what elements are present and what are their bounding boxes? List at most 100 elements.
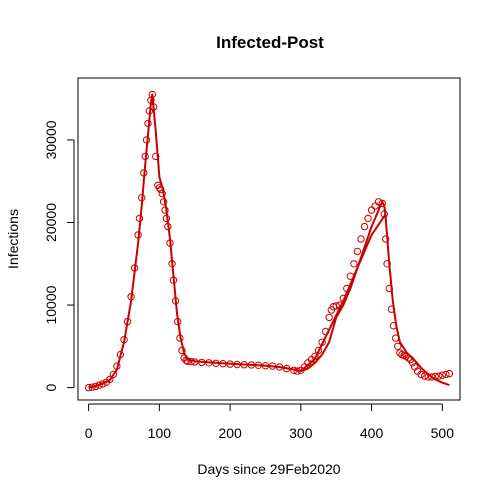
data-point [389, 322, 398, 330]
x-tick-label: 300 [289, 425, 313, 441]
data-point [332, 302, 340, 310]
data-point [169, 276, 178, 284]
data-point [148, 90, 157, 99]
data-point [88, 383, 96, 391]
data-point [442, 370, 450, 379]
data-point [380, 210, 388, 218]
data-point [142, 136, 151, 144]
data-point [99, 380, 107, 388]
data-point [385, 284, 393, 293]
data-point [140, 169, 148, 177]
x-tick-label: 100 [148, 425, 172, 441]
data-point [113, 362, 121, 370]
data-point [161, 206, 169, 214]
data-point [109, 370, 118, 379]
data-point [155, 184, 164, 192]
data-point [144, 119, 152, 128]
data-point [438, 371, 446, 379]
data-point [134, 231, 142, 239]
data-point [174, 317, 182, 326]
data-point [364, 214, 372, 223]
data-point [325, 313, 333, 322]
data-point [116, 350, 125, 359]
data-point [123, 317, 132, 326]
data-point [350, 260, 358, 268]
data-point [168, 260, 176, 268]
y-axis-label: Infections [5, 209, 21, 269]
data-point [158, 189, 166, 198]
data-point [145, 107, 154, 115]
data-point [191, 358, 199, 366]
data-point [357, 235, 365, 243]
data-point [336, 301, 344, 309]
data-point [84, 383, 93, 392]
data-point [205, 359, 213, 367]
data-point [404, 354, 413, 362]
data-point [428, 373, 436, 381]
data-point [275, 363, 284, 371]
data-point [178, 346, 186, 355]
data-point [212, 359, 220, 367]
chart-title: Infected-Post [216, 33, 324, 52]
data-point [92, 382, 100, 391]
x-tick-label: 0 [85, 425, 93, 441]
data-point [240, 361, 248, 369]
data-point [106, 375, 114, 384]
data-point [339, 294, 347, 303]
data-point [182, 356, 190, 365]
data-point [268, 362, 277, 370]
data-point [233, 360, 241, 369]
data-point [387, 305, 396, 313]
data-point [261, 362, 270, 370]
data-point [394, 342, 402, 350]
y-axis: 0 10000 20000 30000 [43, 120, 75, 392]
data-point [152, 152, 160, 161]
x-tick-label: 400 [360, 425, 384, 441]
data-point [374, 198, 383, 206]
y-tick-label: 10000 [43, 285, 59, 324]
data-point [360, 222, 369, 231]
data-point [183, 357, 192, 365]
data-point [130, 264, 139, 272]
data-point [138, 194, 146, 202]
data-point [378, 199, 386, 208]
data-point [445, 369, 454, 378]
y-tick-label: 20000 [43, 203, 59, 242]
data-point [396, 349, 404, 357]
data-point [247, 361, 256, 369]
data-point [176, 334, 184, 342]
data-point [166, 239, 174, 247]
data-point [424, 373, 432, 381]
data-point [408, 359, 417, 367]
data-point [283, 364, 291, 373]
series-line-1 [88, 93, 450, 389]
x-axis: 0 100 200 300 400 500 [85, 403, 454, 441]
x-axis-label: Days since 29Feb2020 [197, 461, 340, 477]
data-point [435, 372, 443, 380]
series-layer [84, 90, 454, 392]
data-point [164, 222, 172, 231]
data-point [254, 361, 263, 369]
data-point [120, 336, 128, 344]
data-point [187, 357, 195, 366]
data-point [293, 367, 301, 375]
data-point [417, 370, 425, 379]
data-point [198, 358, 206, 367]
data-point [219, 360, 227, 368]
data-point [159, 198, 168, 206]
data-point [391, 334, 400, 342]
y-tick-label: 30000 [43, 120, 59, 159]
data-point [226, 360, 234, 368]
plot-frame [77, 77, 461, 401]
data-point [141, 152, 149, 161]
data-point [311, 352, 319, 360]
data-point [318, 338, 326, 346]
data-point [420, 372, 429, 380]
data-point [431, 372, 439, 381]
data-point [162, 214, 171, 223]
data-point [382, 235, 390, 243]
data-point [314, 346, 323, 355]
y-tick-label: 0 [43, 384, 59, 392]
data-point [127, 293, 135, 301]
